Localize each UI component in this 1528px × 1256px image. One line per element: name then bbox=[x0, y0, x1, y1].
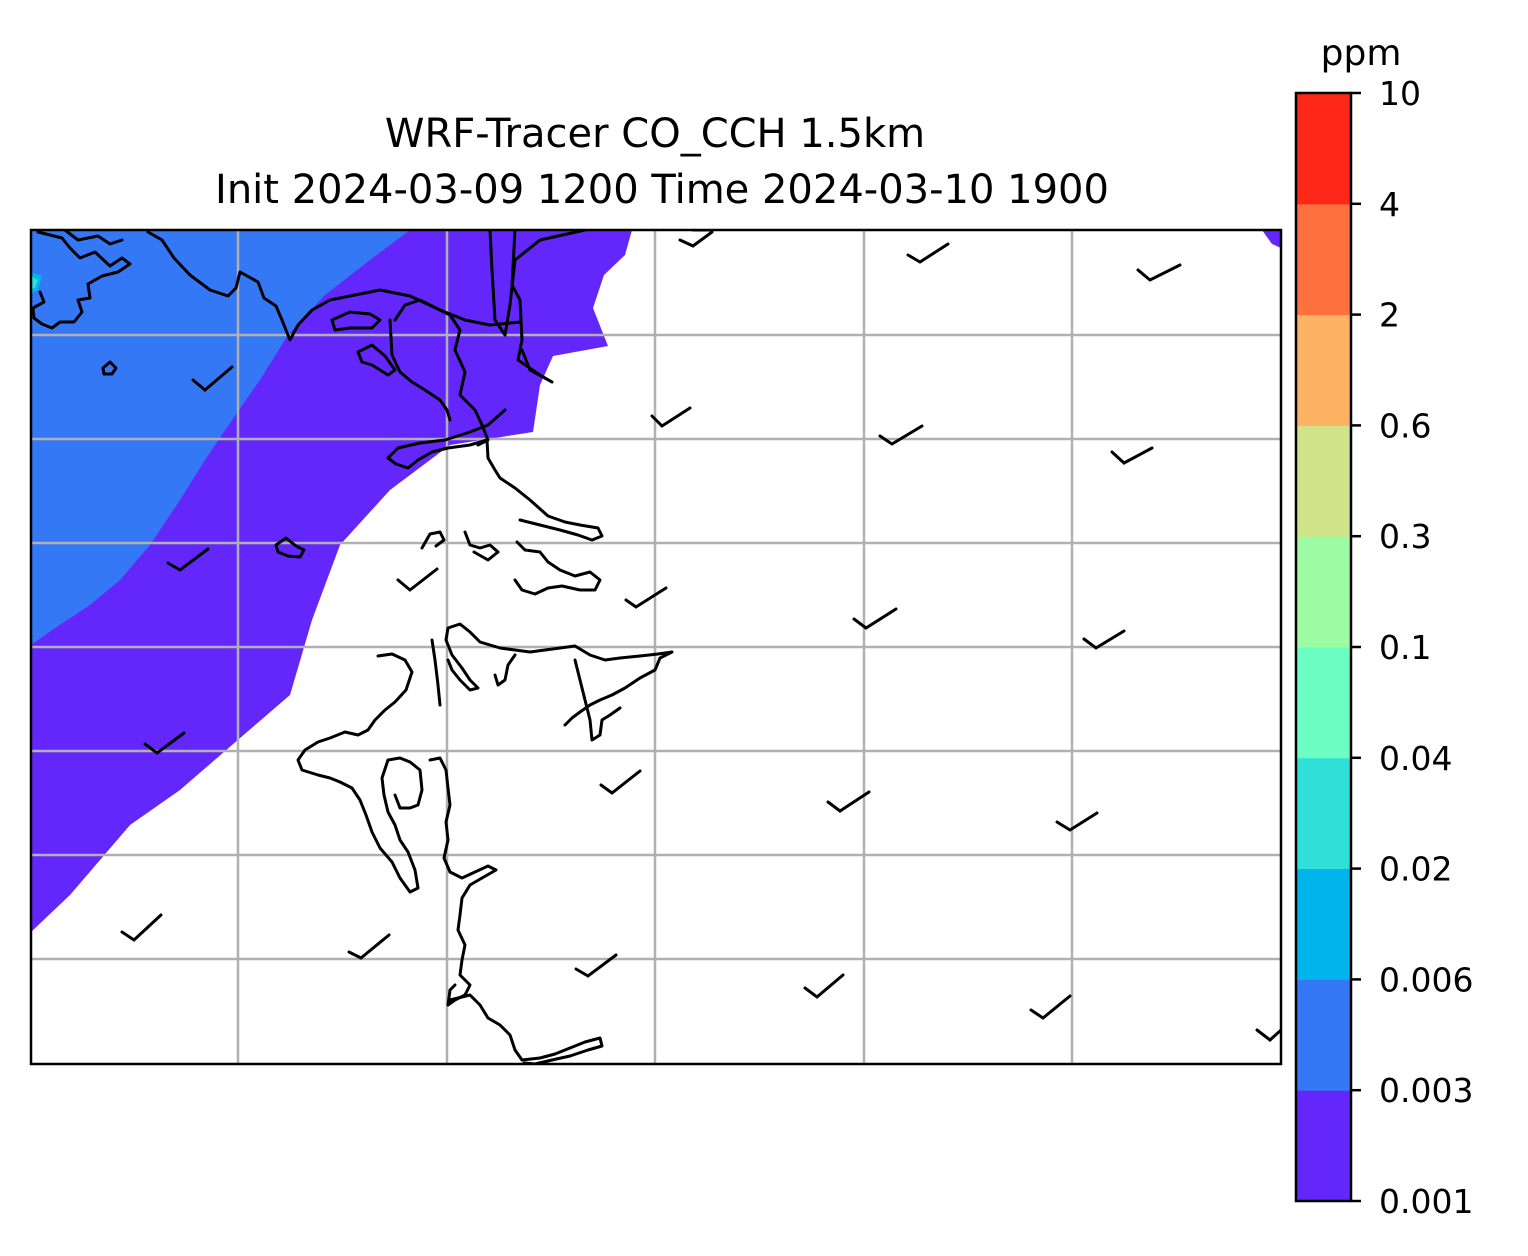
coastline-bay bbox=[420, 530, 602, 596]
wind-barbs bbox=[120, 230, 1281, 1042]
colorbar-tick-label: 0.001 bbox=[1379, 1182, 1473, 1221]
colorbar-band bbox=[1296, 203, 1351, 316]
colorbar-band bbox=[1296, 757, 1351, 870]
gridlines bbox=[31, 230, 1281, 1064]
colorbar-band bbox=[1296, 979, 1351, 1091]
colorbar-tick-label: 10 bbox=[1379, 74, 1421, 113]
colorbar-tick-label: 0.02 bbox=[1379, 850, 1452, 889]
coastline-inlet bbox=[393, 298, 490, 447]
colorbar-band bbox=[1296, 425, 1351, 537]
coastline-islet bbox=[274, 536, 306, 559]
colorbar-tick-label: 0.1 bbox=[1379, 628, 1431, 667]
title-line-2: Init 2024-03-09 1200 Time 2024-03-10 190… bbox=[215, 167, 1109, 213]
field-patch-top-right bbox=[1262, 230, 1281, 248]
coastline-north-1 bbox=[63, 230, 124, 246]
colorbar-bands bbox=[1296, 93, 1351, 1202]
coastlines bbox=[31, 230, 674, 1064]
colorbar-tick-label: 0.04 bbox=[1379, 739, 1452, 778]
coastline-south-inlet bbox=[296, 652, 424, 894]
coastline-estuary bbox=[488, 230, 587, 384]
colorbar-band bbox=[1296, 868, 1351, 980]
colorbar-unit-label: ppm bbox=[1321, 33, 1402, 74]
coastline-river bbox=[428, 756, 498, 1007]
coastline-south bbox=[448, 993, 604, 1064]
coastline-island-2 bbox=[356, 343, 397, 377]
colorbar: 0.001 0.003 0.006 0.02 0.04 0.1 0.3 0.6 2 4 10 ppm bbox=[1294, 33, 1473, 1221]
colorbar-band bbox=[1296, 536, 1351, 648]
title-line-1: WRF-Tracer CO_CCH 1.5km bbox=[385, 111, 925, 157]
colorbar-tick-label: 0.003 bbox=[1379, 1071, 1473, 1110]
colorbar-tick-label: 2 bbox=[1379, 296, 1400, 335]
colorbar-band bbox=[1296, 93, 1351, 205]
field-spot-0.02 bbox=[31, 276, 38, 289]
colorbar-band bbox=[1296, 647, 1351, 759]
colorbar-tick-label: 0.006 bbox=[1379, 960, 1473, 999]
coastline-lake-west bbox=[101, 360, 118, 376]
colorbar-tick-label: 0.3 bbox=[1379, 517, 1431, 556]
colorbar-band bbox=[1296, 314, 1351, 426]
coastline-sound bbox=[444, 622, 674, 727]
colorbar-ticks: 0.001 0.003 0.006 0.02 0.04 0.1 0.3 0.6 2 4 10 bbox=[1351, 74, 1473, 1221]
colorbar-tick-label: 0.6 bbox=[1379, 406, 1431, 445]
colorbar-band bbox=[1296, 1090, 1351, 1202]
coastline-peninsula bbox=[386, 408, 604, 542]
map-panel bbox=[29, 228, 1283, 1066]
colorbar-tick-label: 4 bbox=[1379, 185, 1400, 224]
coastline-fjord bbox=[430, 638, 622, 742]
coastline-inlet-2 bbox=[388, 318, 452, 422]
coastline-island-1 bbox=[330, 310, 382, 332]
coastline-northwest bbox=[31, 230, 132, 330]
map-frame bbox=[29, 228, 1283, 1066]
